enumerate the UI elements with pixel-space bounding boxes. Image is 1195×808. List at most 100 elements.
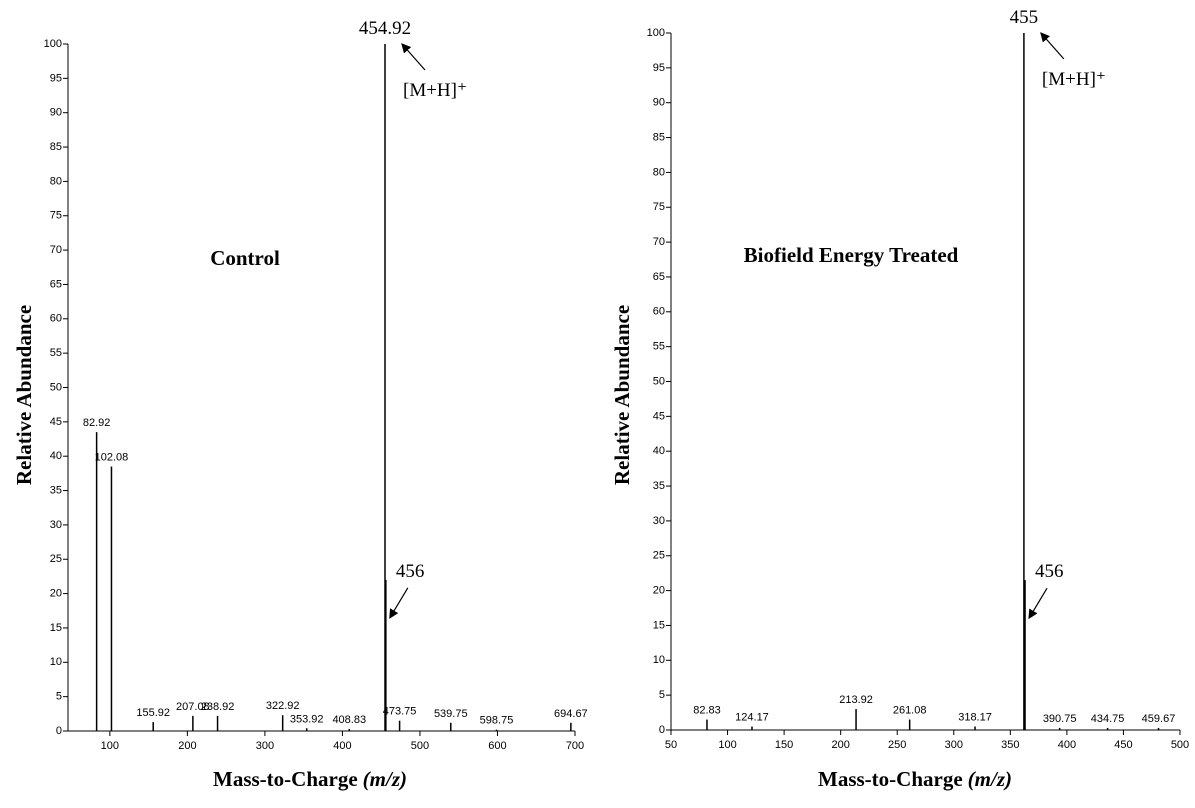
peak-label: 473.75 [383, 706, 417, 718]
peak-label: 124.17 [735, 712, 769, 724]
peak-label: 82.83 [693, 705, 721, 717]
chart-title: Control [210, 246, 280, 270]
y-tick-label: 100 [44, 38, 62, 50]
y-tick-label: 25 [50, 553, 62, 565]
chart-title: Biofield Energy Treated [744, 243, 959, 267]
x-tick-label: 150 [775, 739, 793, 751]
y-tick-label: 85 [50, 141, 62, 153]
x-tick-label: 300 [256, 740, 274, 752]
y-tick-label: 70 [653, 236, 665, 248]
y-tick-label: 10 [50, 656, 62, 668]
y-tick-label: 5 [56, 691, 62, 703]
y-tick-label: 10 [653, 654, 665, 666]
y-tick-label: 55 [50, 347, 62, 359]
peak-label: 353.92 [290, 713, 324, 725]
x-tick-label: 400 [1058, 739, 1076, 751]
peak-label: 434.75 [1091, 713, 1125, 725]
annotation: [M+H]⁺ [403, 80, 467, 101]
x-tick-label: 400 [333, 740, 351, 752]
peak-label: 455 [1010, 7, 1039, 28]
y-tick-label: 45 [653, 410, 665, 422]
x-tick-label: 500 [1171, 739, 1189, 751]
y-tick-label: 25 [653, 550, 665, 562]
peak-label: 82.92 [83, 417, 111, 429]
x-axis-label-text: Mass-to-Charge [818, 767, 963, 791]
y-tick-label: 100 [647, 27, 665, 39]
arrow [401, 43, 426, 71]
x-tick-label: 500 [411, 740, 429, 752]
peak-label: 454.92 [359, 18, 411, 39]
y-tick-label: 20 [653, 585, 665, 597]
peak-label: 238.92 [201, 701, 235, 713]
peak-label: 207.08 [176, 701, 210, 713]
y-tick-label: 60 [50, 313, 62, 325]
x-tick-label: 300 [945, 739, 963, 751]
x-axis-label-unit: (m/z) [968, 767, 1012, 791]
y-tick-label: 55 [653, 341, 665, 353]
x-axis-label: Mass-to-Charge (m/z) [818, 767, 1012, 791]
y-tick-label: 75 [50, 210, 62, 222]
x-axis-label-unit: (m/z) [363, 767, 407, 791]
peak-label: 318.17 [958, 712, 992, 724]
x-tick-label: 250 [888, 739, 906, 751]
x-tick-label: 450 [1114, 739, 1132, 751]
y-tick-label: 70 [50, 244, 62, 256]
x-tick-label: 200 [178, 740, 196, 752]
annotation: [M+H]⁺ [1042, 69, 1106, 90]
x-axis-label-text: Mass-to-Charge [213, 767, 358, 791]
x-tick-label: 200 [831, 739, 849, 751]
peak-label: 102.08 [95, 452, 129, 464]
y-axis-label: Relative Abundance [610, 305, 634, 485]
y-tick-label: 35 [50, 484, 62, 496]
x-axis-label: Mass-to-Charge (m/z) [213, 767, 407, 791]
y-tick-label: 15 [50, 622, 62, 634]
y-tick-label: 65 [50, 278, 62, 290]
peak-label: 456 [396, 561, 425, 582]
y-tick-label: 0 [659, 724, 665, 736]
y-tick-label: 20 [50, 588, 62, 600]
y-tick-label: 95 [653, 62, 665, 74]
y-tick-label: 75 [653, 201, 665, 213]
y-tick-label: 0 [56, 725, 62, 737]
peak-label: 261.08 [893, 705, 927, 717]
x-tick-label: 350 [1001, 739, 1019, 751]
y-tick-label: 85 [653, 131, 665, 143]
y-tick-label: 60 [653, 306, 665, 318]
y-tick-label: 5 [659, 689, 665, 701]
arrow [1040, 32, 1065, 60]
y-tick-label: 35 [653, 480, 665, 492]
arrow [389, 587, 409, 619]
peak-label: 213.92 [839, 694, 873, 706]
peak-label: 322.92 [266, 700, 300, 712]
y-tick-label: 30 [50, 519, 62, 531]
peak-label: 390.75 [1043, 713, 1077, 725]
y-tick-label: 95 [50, 72, 62, 84]
y-tick-label: 90 [50, 107, 62, 119]
x-tick-label: 700 [566, 740, 584, 752]
y-axis-label: Relative Abundance [12, 305, 36, 485]
y-tick-label: 45 [50, 416, 62, 428]
x-tick-label: 50 [665, 739, 677, 751]
y-tick-label: 40 [50, 450, 62, 462]
y-tick-label: 90 [653, 97, 665, 109]
y-tick-label: 65 [653, 271, 665, 283]
y-tick-label: 15 [653, 619, 665, 631]
arrow [1028, 587, 1048, 620]
x-tick-label: 600 [488, 740, 506, 752]
x-tick-label: 100 [718, 739, 736, 751]
y-tick-label: 50 [50, 381, 62, 393]
peak-label: 408.83 [332, 714, 366, 726]
peak-label: 598.75 [480, 715, 514, 727]
peak-label: 459.67 [1142, 713, 1176, 725]
y-tick-label: 40 [653, 445, 665, 457]
peak-label: 539.75 [434, 708, 468, 720]
peak-label: 694.67 [554, 708, 588, 720]
x-tick-label: 100 [101, 740, 119, 752]
y-tick-label: 80 [50, 175, 62, 187]
peak-label: 456 [1035, 561, 1064, 582]
y-tick-label: 30 [653, 515, 665, 527]
y-tick-label: 80 [653, 166, 665, 178]
peak-label: 155.92 [136, 707, 170, 719]
y-tick-label: 50 [653, 375, 665, 387]
